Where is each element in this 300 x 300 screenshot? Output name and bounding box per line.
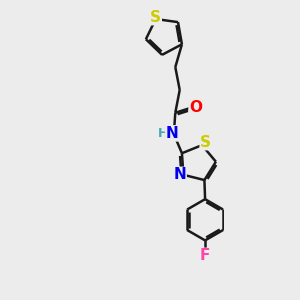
Text: S: S bbox=[150, 10, 161, 25]
Text: H: H bbox=[158, 127, 169, 140]
Text: N: N bbox=[173, 167, 186, 182]
Text: O: O bbox=[189, 100, 202, 115]
Text: F: F bbox=[200, 248, 210, 263]
Text: S: S bbox=[200, 135, 211, 150]
Text: N: N bbox=[166, 126, 178, 141]
